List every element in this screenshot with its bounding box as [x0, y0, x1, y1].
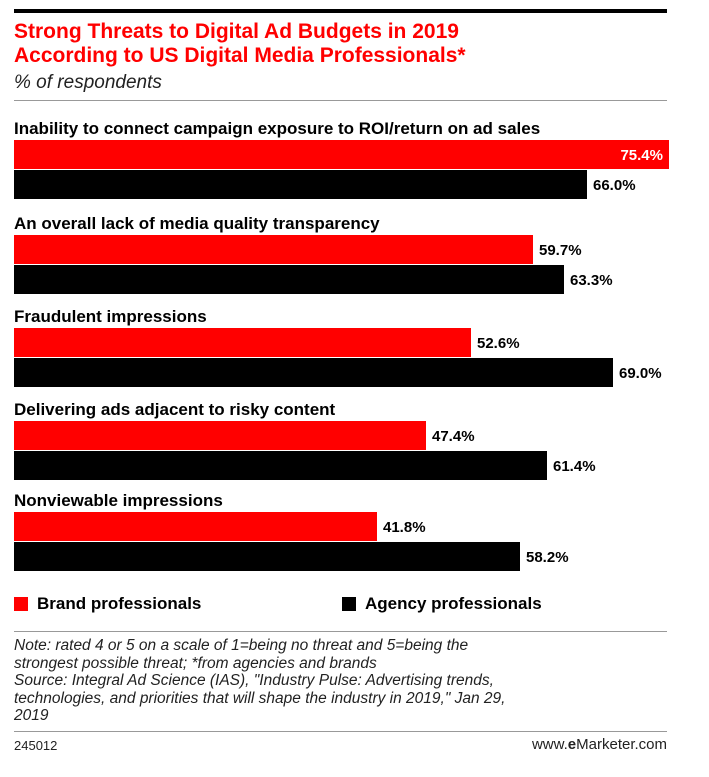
source-line-1: Source: Integral Ad Science (IAS), "Indu… [14, 672, 494, 689]
value-label: 66.0% [593, 177, 636, 194]
value-label: 69.0% [619, 365, 662, 382]
legend-label-agency: Agency professionals [365, 594, 542, 613]
category-label: Fraudulent impressions [14, 307, 207, 326]
bar-agency [14, 265, 564, 294]
category-label: Delivering ads adjacent to risky content [14, 400, 336, 419]
category-label: Inability to connect campaign exposure t… [14, 119, 540, 138]
legend-label-brand: Brand professionals [37, 594, 202, 613]
legend-swatch-agency [342, 597, 356, 611]
source-line-3: 2019 [14, 707, 49, 724]
chart-title-line-1: Strong Threats to Digital Ad Budgets in … [14, 20, 459, 43]
value-label: 59.7% [539, 242, 582, 259]
bar-agency [14, 542, 520, 571]
value-label: 75.4% [620, 147, 663, 164]
footer-divider [14, 631, 667, 632]
value-label: 63.3% [570, 272, 613, 289]
legend: Brand professionals Agency professionals [14, 594, 667, 616]
bar-brand [14, 140, 669, 169]
bottom-divider [14, 731, 667, 732]
chart-title: Strong Threats to Digital Ad Budgets in … [14, 20, 674, 68]
emarketer-logo: www.eMarketer.com [532, 736, 667, 753]
legend-item-brand: Brand professionals [14, 594, 201, 614]
note-line-2: strongest possible threat; *from agencie… [14, 654, 377, 672]
header-divider [14, 100, 667, 101]
value-label: 58.2% [526, 549, 569, 566]
value-label: 41.8% [383, 519, 426, 536]
category-label: Nonviewable impressions [14, 491, 223, 510]
bar-chart: Inability to connect campaign exposure t… [14, 119, 669, 571]
source-line-2: technologies, and priorities that will s… [14, 689, 506, 707]
category-label: An overall lack of media quality transpa… [14, 214, 380, 233]
footnote: Note: rated 4 or 5 on a scale of 1=being… [14, 637, 674, 725]
chart-id: 245012 [14, 738, 58, 753]
value-label: 47.4% [432, 428, 475, 445]
brand-rest: Marketer.com [576, 736, 667, 753]
bar-brand [14, 512, 377, 541]
chart-title-line-2: According to US Digital Media Profession… [14, 44, 466, 67]
note-line-1: Note: rated 4 or 5 on a scale of 1=being… [14, 637, 469, 654]
value-label: 61.4% [553, 458, 596, 475]
brand-prefix: www. [531, 736, 568, 753]
bar-agency [14, 451, 547, 480]
legend-item-agency: Agency professionals [342, 594, 542, 614]
bar-brand [14, 421, 426, 450]
bar-agency [14, 170, 587, 199]
legend-swatch-brand [14, 597, 28, 611]
value-label: 52.6% [477, 335, 520, 352]
bar-brand [14, 328, 471, 357]
bar-brand [14, 235, 533, 264]
top-rule [14, 9, 667, 13]
brand-e: e [567, 736, 577, 753]
bar-agency [14, 358, 613, 387]
chart-subtitle: % of respondents [14, 72, 162, 93]
